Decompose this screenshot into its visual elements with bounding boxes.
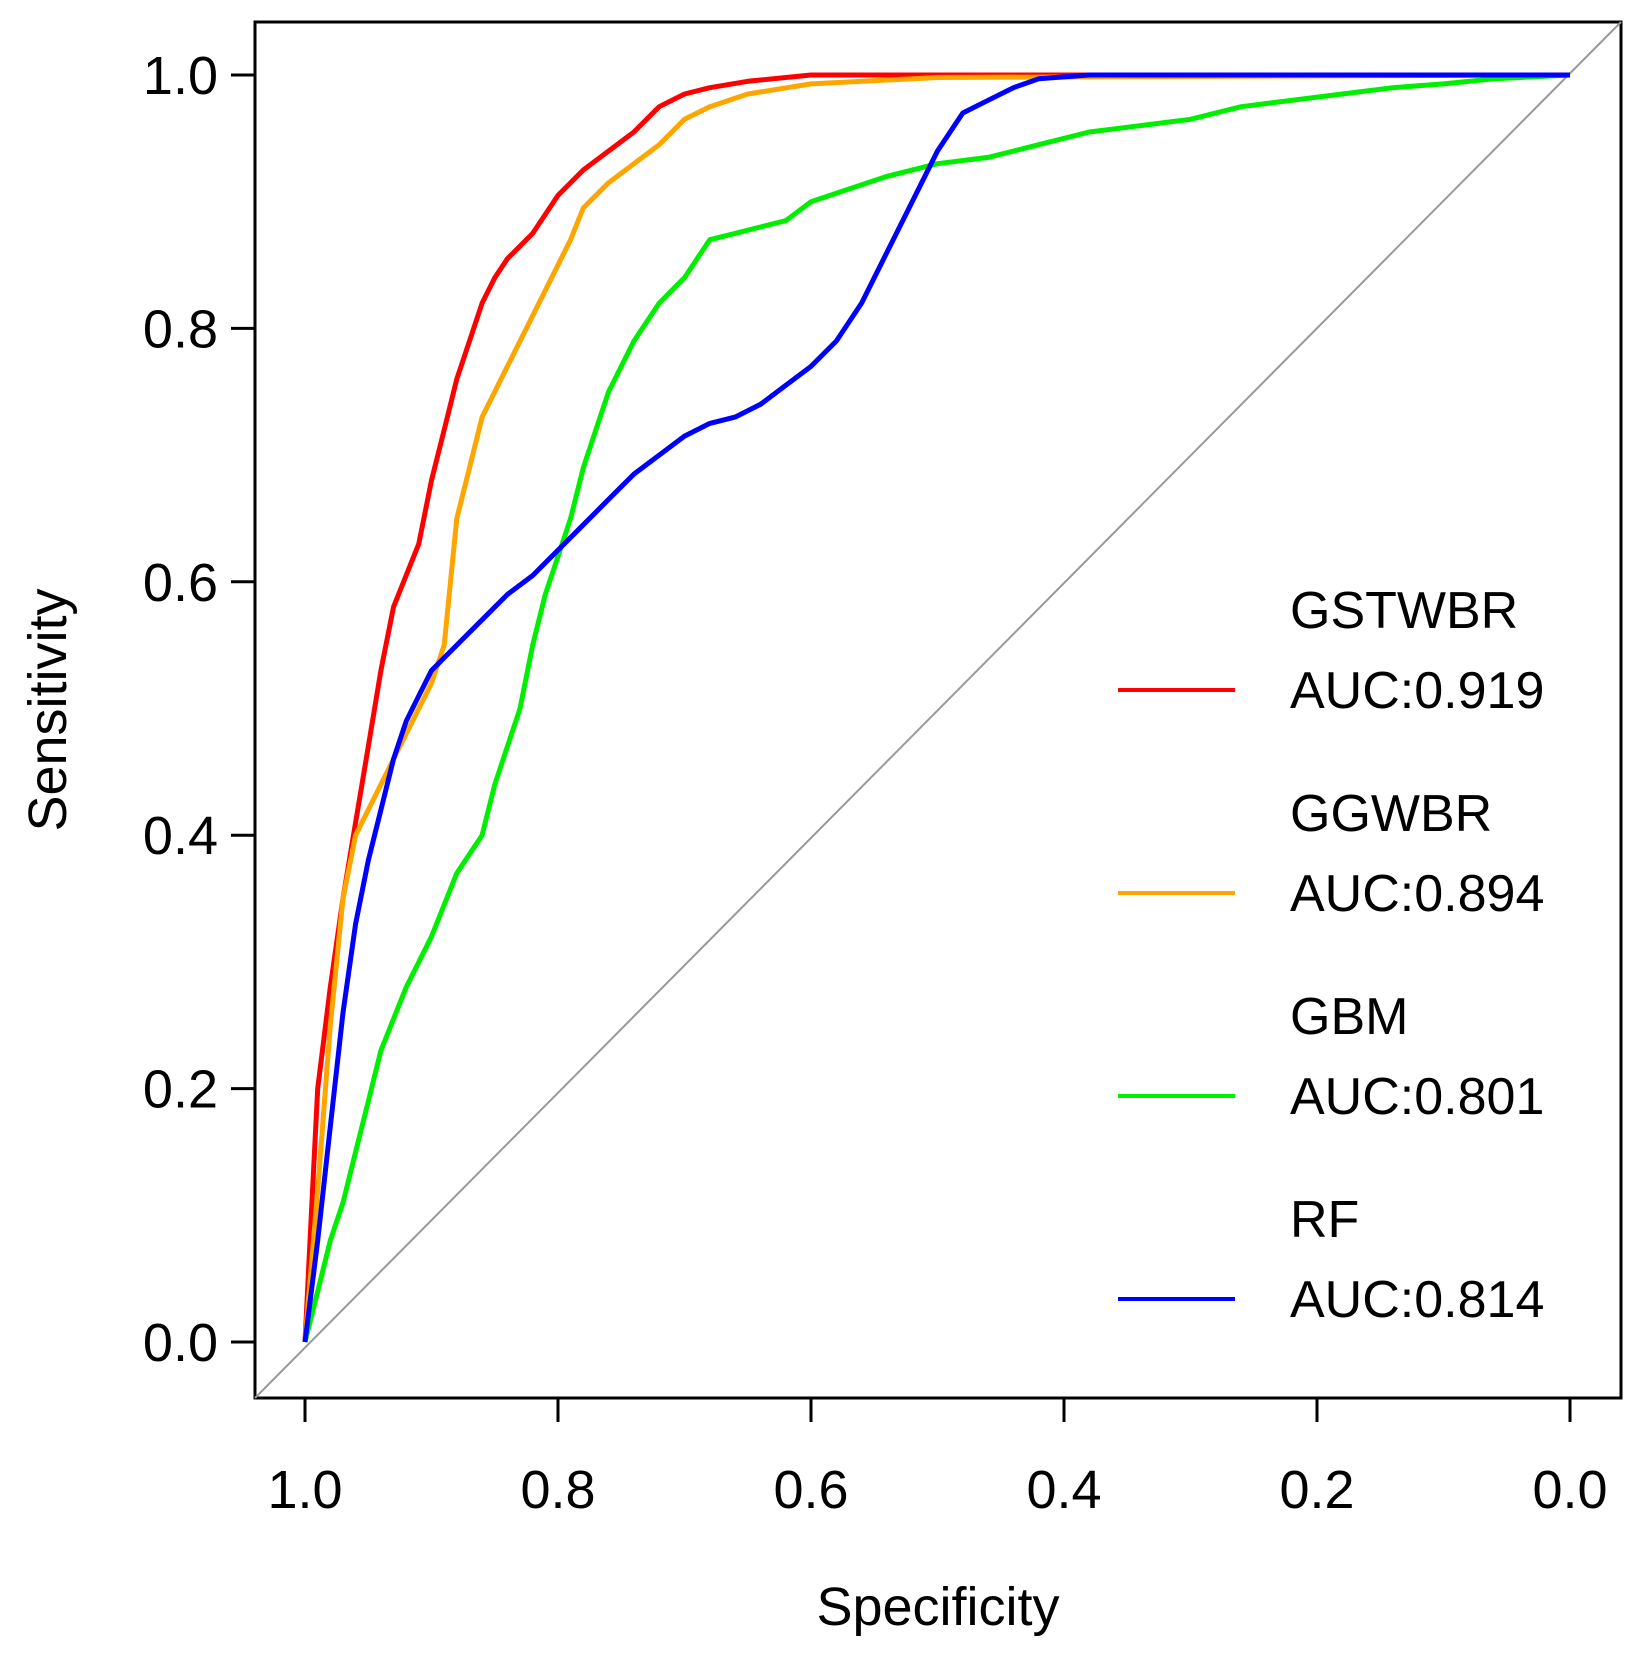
legend-series-name: GSTWBR <box>1290 582 1518 640</box>
legend-series-name: RF <box>1290 1191 1359 1249</box>
series-line-ggwbr <box>302 72 1571 1343</box>
legend: GSTWBR AUC:0.919 GGWBR AUC:0.894 GBM AUC:0.80… <box>1118 582 1544 1329</box>
legend-auc-label: AUC:0.801 <box>1290 1068 1544 1126</box>
y-tick-label: 0.0 <box>143 1313 218 1373</box>
x-axis-label: Specificity <box>816 1577 1059 1637</box>
x-tick-label: 0.2 <box>1279 1460 1354 1520</box>
series-layer <box>302 72 1571 1343</box>
x-tick-label: 0.6 <box>773 1460 848 1520</box>
y-tick-label: 0.2 <box>143 1060 218 1120</box>
y-axis-label: Sensitivity <box>18 588 78 831</box>
x-axis: 1.0 0.8 0.6 0.4 0.2 0.0 <box>267 1396 1608 1520</box>
x-tick-label: 0.8 <box>520 1460 595 1520</box>
y-tick-label: 0.4 <box>143 806 218 866</box>
y-axis: 0.0 0.2 0.4 0.6 0.8 1.0 <box>143 46 257 1373</box>
x-tick-label: 0.0 <box>1532 1460 1607 1520</box>
legend-series-name: GGWBR <box>1290 785 1492 843</box>
series-line-gbm <box>302 72 1571 1343</box>
legend-auc-label: AUC:0.919 <box>1290 662 1544 720</box>
y-tick-label: 0.8 <box>143 299 218 359</box>
reference-diagonal <box>254 21 1622 1399</box>
x-tick-label: 0.4 <box>1026 1460 1101 1520</box>
legend-series-name: GBM <box>1290 988 1408 1046</box>
y-tick-label: 0.6 <box>143 553 218 613</box>
y-tick-label: 1.0 <box>143 46 218 106</box>
series-line-rf <box>302 72 1570 1343</box>
x-tick-label: 1.0 <box>267 1460 342 1520</box>
legend-auc-label: AUC:0.814 <box>1290 1271 1544 1329</box>
legend-auc-label: AUC:0.894 <box>1290 865 1544 923</box>
